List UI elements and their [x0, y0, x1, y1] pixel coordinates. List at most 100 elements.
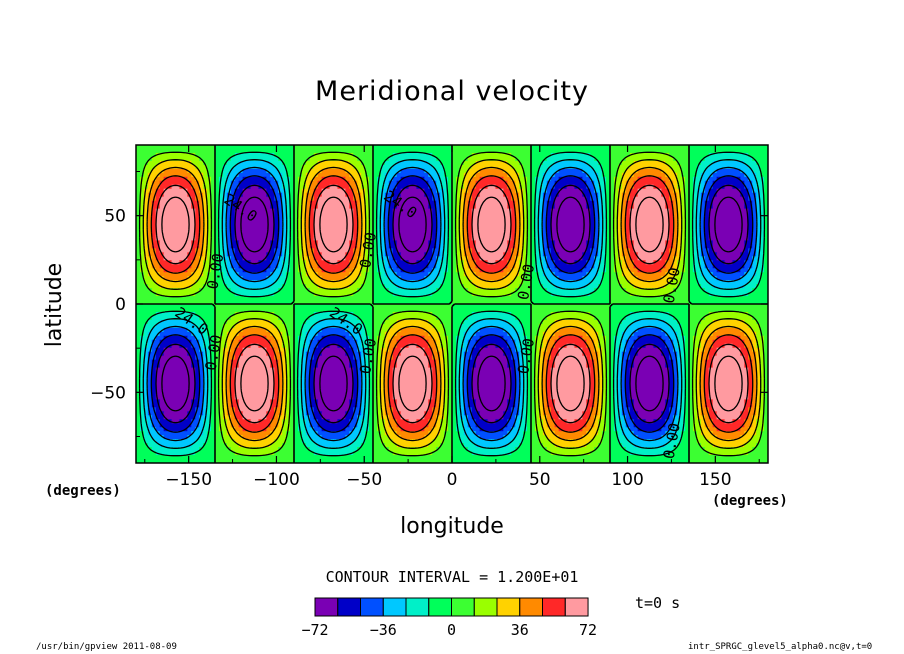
field-cell	[748, 351, 757, 357]
field-cell	[278, 391, 283, 397]
field-cell	[610, 300, 690, 305]
field-cell	[230, 343, 240, 349]
field-cell	[215, 224, 220, 230]
field-cell	[546, 224, 552, 230]
field-cell	[384, 220, 390, 226]
field-cell	[380, 204, 386, 210]
field-cell	[290, 208, 295, 214]
field-cell	[195, 192, 204, 198]
field-cell	[444, 411, 449, 416]
field-cell	[396, 423, 429, 428]
field-cell	[519, 204, 524, 210]
field-cell	[215, 407, 220, 412]
field-cell	[550, 351, 560, 357]
field-cell	[546, 204, 556, 210]
field-cell	[744, 419, 753, 424]
field-cell	[218, 391, 224, 397]
field-cell	[760, 220, 765, 226]
field-cell	[163, 435, 188, 440]
field-cell	[696, 164, 710, 170]
field-cell	[633, 319, 666, 325]
field-cell	[515, 423, 520, 428]
field-cell	[136, 311, 157, 317]
field-cell	[523, 415, 528, 420]
field-cell	[602, 228, 607, 234]
field-cell	[610, 415, 615, 420]
field-cell	[203, 375, 208, 381]
field-cell	[716, 351, 741, 357]
field-cell	[661, 435, 674, 440]
field-cell	[305, 248, 315, 253]
field-cell	[748, 379, 753, 385]
field-cell	[294, 331, 303, 337]
field-cell	[294, 240, 299, 245]
field-cell	[353, 427, 362, 432]
field-cell	[471, 216, 512, 222]
field-cell	[752, 244, 757, 249]
field-cell	[756, 252, 761, 257]
field-cell	[313, 268, 323, 273]
field-cell	[444, 256, 449, 261]
field-cell	[756, 228, 761, 234]
field-cell	[270, 240, 279, 245]
field-cell	[602, 244, 607, 249]
field-cell	[523, 331, 532, 337]
field-cell	[621, 200, 627, 206]
field-cell	[475, 160, 508, 166]
field-cell	[155, 192, 165, 198]
field-cell	[226, 383, 232, 389]
field-cell	[282, 216, 287, 222]
field-cell	[531, 192, 536, 198]
field-cell	[617, 164, 631, 170]
field-cell	[507, 363, 516, 369]
field-cell	[452, 339, 457, 345]
field-cell	[558, 176, 583, 182]
field-cell	[546, 180, 556, 186]
field-cell	[756, 172, 761, 178]
field-cell	[436, 220, 441, 226]
field-cell	[353, 323, 366, 329]
field-cell	[613, 240, 619, 245]
field-cell	[685, 359, 690, 365]
field-cell	[294, 224, 299, 230]
field-cell	[136, 371, 141, 377]
field-cell	[376, 423, 386, 428]
field-cell	[282, 427, 291, 432]
field-cell	[760, 399, 765, 404]
field-cell	[195, 152, 216, 158]
field-cell	[748, 196, 757, 202]
field-cell	[617, 391, 623, 397]
field-cell	[365, 403, 370, 408]
field-cell	[155, 236, 196, 241]
field-cell	[171, 343, 181, 349]
field-cell	[199, 264, 204, 269]
field-cell	[143, 323, 157, 329]
field-cell	[444, 363, 449, 369]
field-cell	[467, 288, 516, 293]
field-cell	[305, 180, 311, 186]
field-cell	[625, 212, 631, 218]
field-cell	[234, 371, 275, 377]
field-cell	[388, 435, 402, 440]
field-cell	[692, 228, 698, 234]
field-cell	[357, 216, 362, 222]
field-cell	[700, 284, 714, 289]
field-cell	[613, 343, 623, 349]
field-cell	[317, 260, 331, 265]
field-cell	[147, 176, 157, 182]
field-cell	[558, 252, 583, 257]
field-cell	[613, 367, 619, 373]
field-cell	[369, 212, 374, 218]
field-cell	[681, 355, 686, 361]
field-cell	[215, 439, 224, 444]
field-cell	[305, 391, 311, 397]
field-cell	[463, 272, 477, 277]
field-cell	[479, 252, 504, 257]
field-cell	[211, 248, 216, 253]
field-cell	[692, 411, 698, 416]
field-cell	[187, 192, 196, 198]
field-cell	[704, 224, 710, 230]
field-cell	[151, 395, 157, 400]
field-cell	[313, 439, 354, 444]
